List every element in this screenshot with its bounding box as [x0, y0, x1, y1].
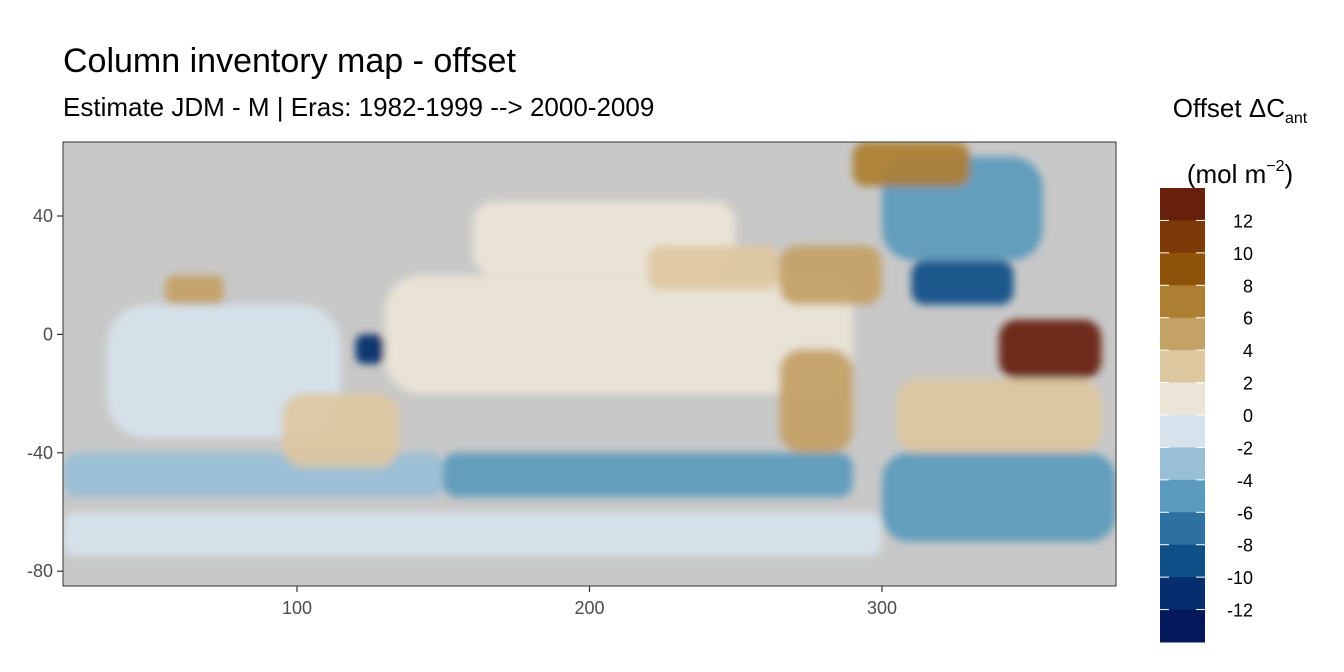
legend-swatch	[1160, 317, 1205, 351]
legend-swatch	[1160, 285, 1205, 319]
legend-label: -4	[1237, 471, 1253, 491]
legend-swatch	[1160, 577, 1205, 611]
legend-title-main: Offset ΔC	[1172, 93, 1285, 123]
region-cell	[896, 378, 1102, 453]
map-panel	[62, 141, 1117, 587]
legend-swatch	[1160, 512, 1205, 546]
chart-subtitle: Estimate JDM - M | Eras: 1982-1999 --> 2…	[63, 92, 655, 122]
legend-label: 10	[1233, 244, 1253, 264]
region-cell	[779, 245, 882, 305]
region-cell	[165, 275, 224, 305]
region-cell	[852, 142, 970, 187]
region-cell	[779, 349, 853, 453]
region-cell	[384, 275, 853, 394]
legend-title-subscript: ant	[1285, 110, 1308, 127]
legend-swatch	[1160, 479, 1205, 513]
y-tick-label: 0	[43, 324, 53, 344]
legend-swatch	[1160, 544, 1205, 578]
legend-swatch	[1160, 252, 1205, 286]
chart-title: Column inventory map - offset	[63, 42, 516, 80]
legend-swatch	[1160, 415, 1205, 448]
legend-swatch	[1160, 350, 1205, 384]
ocean-field	[63, 142, 1116, 557]
region-cell	[443, 452, 853, 498]
legend-label: -12	[1227, 601, 1253, 621]
legend-swatch	[1160, 447, 1205, 481]
legend-label: 12	[1233, 211, 1253, 231]
legend-label: -8	[1237, 536, 1253, 556]
legend-swatch	[1160, 188, 1205, 221]
x-axis: 100 200 300	[282, 586, 897, 618]
region-cell	[911, 260, 1014, 305]
region-cell	[999, 319, 1102, 379]
x-tick-label: 100	[282, 598, 312, 618]
region-cell	[63, 512, 882, 557]
legend-swatch	[1160, 382, 1205, 416]
x-tick-label: 300	[867, 598, 897, 618]
legend-unit-suffix: )	[1284, 159, 1294, 189]
region-cell	[282, 393, 400, 468]
legend-swatch	[1160, 220, 1205, 254]
legend-unit-exponent: −2	[1266, 158, 1285, 175]
y-tick-label: 40	[33, 206, 53, 226]
legend-label: -10	[1227, 568, 1253, 588]
region-cell	[355, 334, 385, 364]
region-cell	[106, 304, 341, 438]
x-tick-label: 200	[574, 598, 604, 618]
legend-label: 0	[1243, 406, 1253, 426]
legend-label: -2	[1237, 438, 1253, 458]
region-cell	[882, 452, 1116, 542]
y-tick-label: -40	[27, 443, 53, 463]
legend-label: -6	[1237, 503, 1253, 523]
y-tick-label: -80	[27, 561, 53, 581]
legend-unit-prefix: (mol m	[1186, 159, 1267, 189]
legend-label: 2	[1243, 374, 1253, 394]
y-axis: 40 0 -40 -80	[27, 206, 63, 581]
color-legend: 12 10 8 6 4 2 0 -2 -4 -6 -8 -10 -12	[1160, 188, 1253, 643]
legend-title: Offset ΔCant (mol m−2)	[1150, 84, 1330, 198]
legend-swatch	[1160, 609, 1205, 643]
legend-label: 6	[1243, 309, 1253, 329]
legend-label: 4	[1243, 341, 1253, 361]
region-cell	[648, 245, 780, 290]
legend-label: 8	[1243, 276, 1253, 296]
